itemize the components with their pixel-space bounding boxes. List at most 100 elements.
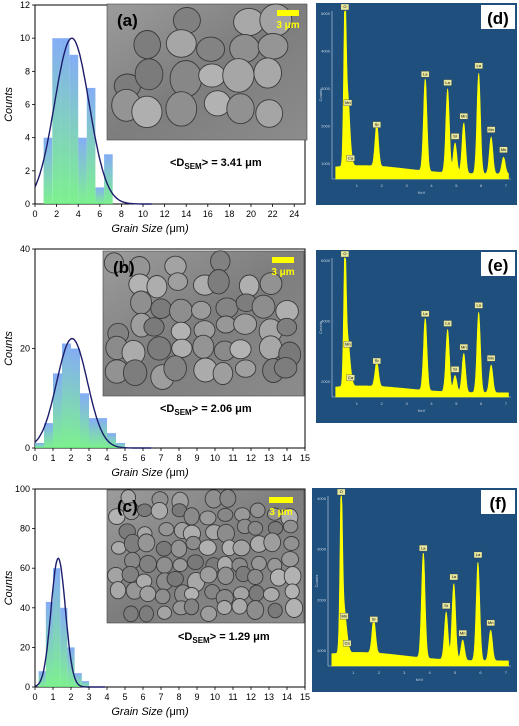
hist-3-x-tick-label: 4 bbox=[104, 692, 109, 702]
hist-3-grain bbox=[154, 588, 171, 605]
hist-2-grain bbox=[122, 359, 148, 387]
edx-2-x-axis-label: KeV bbox=[418, 408, 426, 413]
hist-3-grain bbox=[281, 551, 300, 568]
hist-3-grain bbox=[267, 602, 283, 619]
hist-2-grain bbox=[259, 272, 283, 295]
hist-1-y-tick-label: 2 bbox=[25, 166, 30, 176]
hist-2-grain bbox=[215, 315, 237, 334]
edx-2-x-tick-label: 2 bbox=[381, 401, 384, 406]
hist-2-grain bbox=[210, 250, 231, 273]
edx-1-x-tick-label: 2 bbox=[381, 183, 384, 188]
hist-1-y-tick-label: 6 bbox=[25, 100, 30, 110]
hist-3-grain bbox=[263, 532, 282, 553]
hist-1-x-tick-label: 20 bbox=[246, 209, 256, 219]
edx-1-peak-label-box bbox=[443, 79, 452, 86]
hist-2-x-tick-label: 0 bbox=[32, 453, 37, 463]
edx-2-y-tick-label: 2000 bbox=[321, 379, 331, 384]
hist-2-grain bbox=[251, 294, 276, 319]
hist-3-grain bbox=[172, 558, 188, 573]
hist-1-x-tick-label: 12 bbox=[160, 209, 170, 219]
hist-3-x-tick-label: 6 bbox=[140, 692, 145, 702]
edx-1-peak-label-box bbox=[450, 133, 460, 140]
hist-2-grain bbox=[146, 275, 168, 299]
hist-2-dsem-annotation: <DSEM> = 2.06 μm bbox=[160, 403, 252, 417]
edx-3-peak-label: Sr bbox=[444, 603, 449, 608]
hist-3-grain bbox=[217, 507, 234, 522]
hist-3-x-tick-label: 8 bbox=[176, 692, 181, 702]
hist-1-x-tick-label: 10 bbox=[138, 209, 148, 219]
hist-3-y-tick-label: 100 bbox=[15, 484, 30, 494]
hist-2-bar bbox=[80, 393, 89, 448]
edx-2-peak-label-box bbox=[474, 302, 483, 309]
hist-2-x-tick-label: 12 bbox=[246, 453, 256, 463]
edx-3-spectrum-chart: 4000 3000 2000 1000 Counts 1 2 3 4 5 6 7 KeV O Mn Ca Sr L… bbox=[312, 488, 517, 692]
hist-1-bar bbox=[43, 137, 53, 204]
hist-1-bar bbox=[104, 154, 113, 205]
hist-1-y-tick-label: 0 bbox=[25, 199, 30, 209]
edx-1-y-tick-label: 2000 bbox=[321, 124, 331, 129]
edx-3-peak-label-box bbox=[369, 616, 378, 623]
hist-2-x-tick-label: 1 bbox=[50, 453, 55, 463]
edx-3-peak-label-box bbox=[340, 612, 349, 620]
edx-2-peak-label: Sr bbox=[453, 367, 458, 372]
edx-3-y-tick-label: 2000 bbox=[317, 597, 327, 602]
edx-2-x-tick-label: 6 bbox=[480, 401, 483, 406]
hist-2-grain bbox=[273, 357, 298, 379]
hist-2-y-tick-label: 40 bbox=[20, 244, 30, 254]
hist-1-x-tick-label: 22 bbox=[268, 209, 278, 219]
hist-3-sem-inset: 3 μm bbox=[106, 489, 305, 624]
edx-1-x-tick-label: 6 bbox=[480, 183, 483, 188]
hist-2-panel-label: (b) bbox=[113, 258, 135, 277]
hist-1-scale-bar-label: 3 μm bbox=[276, 20, 299, 31]
hist-3-grain bbox=[166, 570, 184, 587]
hist-3-y-axis-label: Counts bbox=[3, 570, 15, 605]
hist-3-grain bbox=[216, 600, 233, 615]
hist-3-grain bbox=[249, 502, 266, 519]
hist-3-grain bbox=[156, 556, 173, 574]
hist-2-bar bbox=[116, 443, 125, 448]
edx-3-panel-label-box bbox=[481, 490, 515, 514]
edx-3-x-tick-label: 6 bbox=[479, 670, 482, 675]
hist-1-grain bbox=[134, 58, 164, 91]
edx-2-peak-label: Sr bbox=[375, 358, 380, 363]
hist-2-x-tick-label: 3 bbox=[86, 453, 91, 463]
hist-3-grain bbox=[219, 489, 237, 508]
hist-3-grain bbox=[247, 568, 264, 585]
edx-3-peak-label: Mn bbox=[342, 613, 348, 618]
hist-2-bar bbox=[107, 433, 116, 448]
edx-2-peak-label: La bbox=[423, 311, 428, 316]
hist-1-grain bbox=[196, 36, 226, 62]
hist-1-x-tick-label: 16 bbox=[203, 209, 213, 219]
hist-1-x-tick-label: 2 bbox=[54, 209, 59, 219]
hist-1-grain bbox=[169, 60, 203, 98]
edx-3-x-tick-label: 2 bbox=[378, 670, 381, 675]
hist-3-x-tick-label: 7 bbox=[158, 692, 163, 702]
edx-2-peak-label: La bbox=[445, 321, 450, 326]
hist-3-bar bbox=[45, 601, 53, 687]
hist-1-grain bbox=[253, 57, 282, 89]
hist-3-bar bbox=[67, 647, 75, 687]
hist-2-grain bbox=[143, 317, 165, 337]
hist-1-x-tick-label: 14 bbox=[181, 209, 191, 219]
hist-3-grain bbox=[262, 587, 280, 602]
hist-1-bar bbox=[69, 54, 79, 205]
hist-2-x-tick-label: 8 bbox=[176, 453, 181, 463]
hist-3-bar bbox=[60, 607, 68, 687]
hist-1-x-tick-label: 18 bbox=[224, 209, 234, 219]
edx-3-peak-label: O bbox=[340, 489, 343, 494]
edx-1-y-tick-label: 3000 bbox=[321, 86, 331, 91]
hist-2-y-axis-label: Counts bbox=[3, 331, 15, 366]
hist-2-x-axis-label: Grain Size (μm) bbox=[111, 467, 189, 479]
hist-2-x-tick-label: 5 bbox=[122, 453, 127, 463]
edx-1-x-tick-label: 5 bbox=[455, 183, 458, 188]
edx-2-panel-label-box bbox=[481, 252, 515, 276]
hist-1-y-tick-label: 8 bbox=[25, 66, 30, 76]
hist-2-grain bbox=[163, 355, 187, 382]
edx-3-peak-label-box bbox=[419, 544, 428, 552]
hist-2-x-tick-label: 9 bbox=[194, 453, 199, 463]
hist-3-x-tick-label: 1 bbox=[50, 692, 55, 702]
hist-1-x-tick-label: 8 bbox=[119, 209, 124, 219]
hist-3-x-tick-label: 2 bbox=[68, 692, 73, 702]
hist-3-grain bbox=[284, 583, 300, 600]
hist-3-grain bbox=[137, 533, 156, 553]
